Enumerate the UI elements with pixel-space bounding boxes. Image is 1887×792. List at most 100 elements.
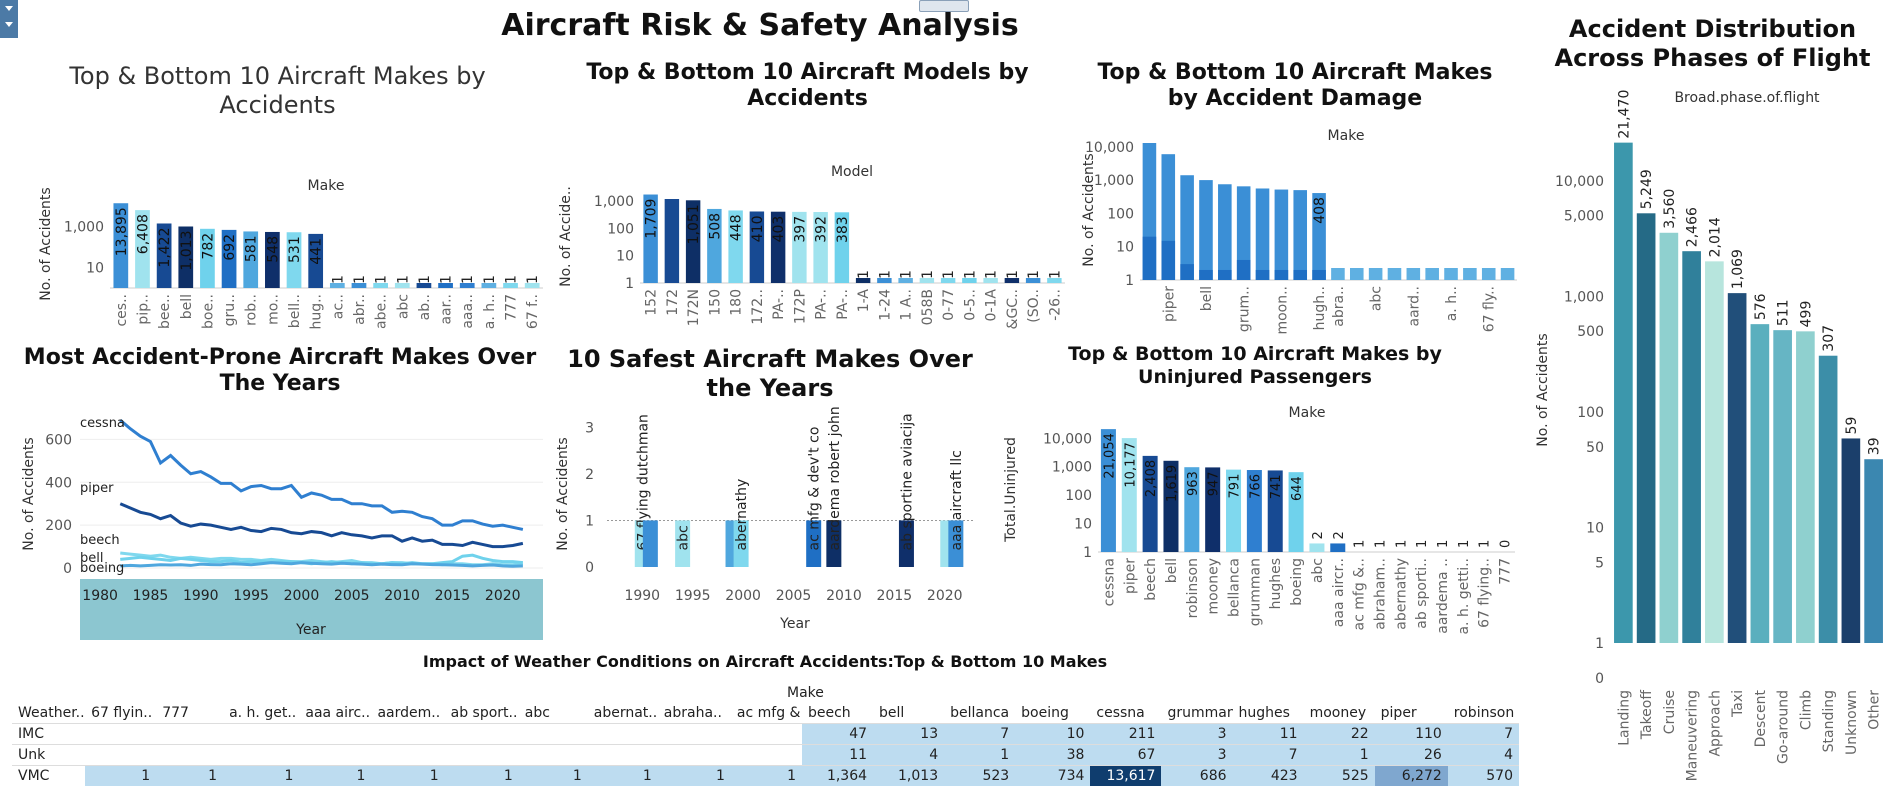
table-cell: 13 [873, 723, 945, 745]
data-label: 1 [1478, 540, 1493, 548]
row-label: VMC [12, 765, 86, 786]
table-cell: 1 [657, 765, 731, 786]
bar [1349, 268, 1364, 280]
bar [855, 278, 871, 283]
data-label: 5,249 [1639, 169, 1655, 209]
series-label: beech [80, 533, 120, 548]
x-tick-label: 2010 [826, 588, 862, 604]
y-tick-label: 200 [45, 518, 72, 534]
bar-segment [1255, 269, 1270, 280]
data-label: 1 [1436, 540, 1451, 548]
table-cell: 11 [801, 744, 874, 766]
bar [1309, 543, 1325, 552]
bar [1705, 261, 1724, 643]
x-tick-label: 1995 [675, 588, 711, 604]
bar [1331, 268, 1345, 280]
y-tick-label: 600 [45, 432, 72, 448]
bar [1142, 455, 1158, 552]
data-label: 410 [750, 215, 766, 242]
x-tick-label: bell.. [287, 294, 303, 328]
drag-handle[interactable] [919, 0, 969, 12]
data-label: 307 [1821, 325, 1837, 352]
x-tick-label: a. h.. [1444, 286, 1460, 321]
table-cell [730, 744, 802, 766]
x-tick-label: ab.. [417, 294, 433, 320]
bar-segment [1312, 269, 1326, 280]
x-tick-label: aard.. [1406, 286, 1422, 326]
bar [1463, 268, 1477, 280]
table-row: IMC 47 13 7 10 211 3 11 22 110 7 [12, 723, 1519, 745]
data-label: 1 [417, 275, 433, 284]
chart-safest-makes: No. of Accidents 3 2 1 0 1990 1995 2000 2005 2010… [555, 406, 975, 632]
x-tick-label: Taxi [1730, 690, 1746, 718]
table-cell [730, 723, 802, 745]
weather-heat-table: Weather.. 67 flyin.. 777 a. h. get.. aaa air… [12, 703, 1519, 786]
data-label: 548 [265, 236, 281, 263]
bar [1750, 324, 1770, 643]
bar [770, 211, 786, 283]
chart-makes-damage: No. of Accidents Make 10,000 1,000 100 10 1 pip… [1081, 128, 1517, 335]
data-label: 67 flying dutchman [635, 414, 651, 550]
dashboard-title: Aircraft Risk & Safety Analysis [501, 8, 1019, 43]
column-header: boeing [1021, 705, 1069, 721]
bar [481, 283, 497, 288]
bar [1267, 470, 1283, 552]
table-cell: 110 [1374, 723, 1448, 745]
x-tick-label: 67 flying.. [1477, 558, 1493, 628]
table-row: VMC 1 1 1 1 1 1 1 1 1 1 1,364 1,013 523 734 13,617 686 42… [12, 765, 1519, 786]
bar [503, 283, 518, 288]
x-tick-label: ac.. [330, 294, 346, 319]
bar [834, 212, 850, 283]
table-cell: 4 [873, 744, 945, 766]
data-label: 1,069 [1730, 249, 1746, 289]
data-label: 782 [200, 233, 216, 260]
x-tick-label: -26.. [1047, 289, 1063, 321]
y-axis-label: No. of Accidents [38, 187, 54, 300]
row-header-label: Weather.. [12, 703, 86, 724]
y-tick-label: 5,000 [1564, 209, 1604, 225]
data-label: 397 [792, 216, 808, 243]
table-cell: 11 [1232, 723, 1304, 745]
bar [243, 231, 259, 288]
chart8-title: Impact of Weather Conditions on Aircraft… [422, 652, 1108, 671]
chart3-title: Top & Bottom 10 Aircraft Makes by Accide… [1097, 60, 1493, 112]
table-cell: 1 [587, 765, 658, 786]
bar [664, 199, 680, 283]
x-tick-label: 1990 [183, 588, 219, 604]
table-cell: 525 [1303, 765, 1375, 786]
data-label: 403 [771, 216, 787, 243]
chart4-title: Most Accident-Prone Aircraft Makes Over … [23, 345, 537, 397]
bar [792, 211, 807, 283]
data-label: 1 [877, 270, 893, 279]
data-label: 1,013 [179, 231, 195, 271]
table-cell [85, 723, 157, 745]
data-label: 2 [1332, 531, 1347, 539]
x-tick-label: 1985 [133, 588, 169, 604]
table-cell [657, 723, 731, 745]
table-cell: 13,617 [1090, 765, 1162, 786]
bar [416, 283, 432, 288]
column-header: abraha.. [663, 705, 722, 721]
column-header: robinson [1453, 705, 1515, 721]
menu-toggle-button[interactable] [0, 0, 18, 38]
x-axis-label: Model [831, 164, 873, 180]
column-header: hughes [1238, 705, 1290, 721]
x-tick-label: 1995 [233, 588, 269, 604]
table-cell: 7 [944, 723, 1016, 745]
data-label: 2,408 [1144, 460, 1159, 497]
x-tick-label: (SO.. [1026, 289, 1042, 323]
x-tick-label: 180 [729, 289, 745, 316]
y-tick-label: 1 [1083, 545, 1092, 561]
bar [178, 226, 194, 288]
x-tick-label: hug.. [309, 294, 325, 330]
chart-phases-of-flight: Broad.phase.of.flight No. of Accidents 10,… [1535, 90, 1883, 781]
table-cell: 1 [1303, 744, 1375, 766]
data-label: 947 [1207, 471, 1222, 496]
bar [962, 278, 977, 283]
bar-segment [1180, 264, 1194, 280]
data-label: 6,408 [135, 214, 151, 254]
bar [1796, 331, 1815, 643]
x-tick-label: PA-.. [814, 289, 830, 320]
bar [1226, 469, 1242, 552]
